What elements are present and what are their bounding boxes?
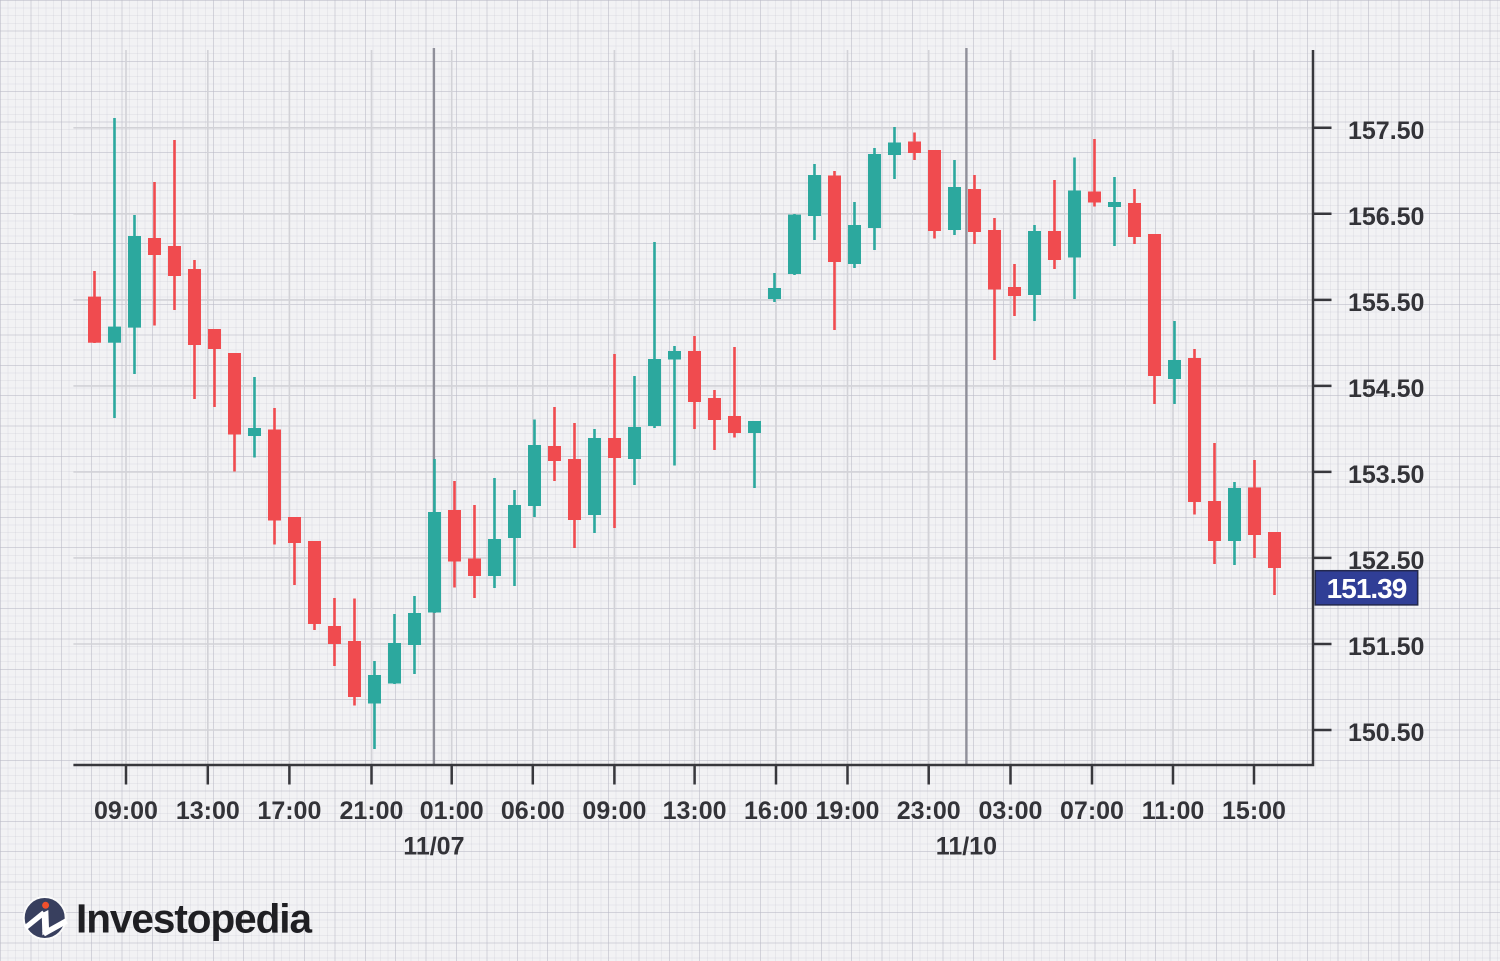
svg-text:154.50: 154.50 — [1348, 375, 1424, 403]
svg-text:11/07: 11/07 — [403, 833, 464, 861]
svg-text:19:00: 19:00 — [816, 797, 880, 825]
svg-text:03:00: 03:00 — [979, 797, 1043, 825]
svg-text:01:00: 01:00 — [420, 797, 484, 825]
svg-text:157.50: 157.50 — [1348, 117, 1424, 145]
svg-text:16:00: 16:00 — [744, 797, 808, 825]
svg-text:Investopedia: Investopedia — [76, 896, 312, 942]
svg-text:17:00: 17:00 — [257, 797, 321, 825]
svg-text:155.50: 155.50 — [1348, 289, 1424, 317]
svg-text:07:00: 07:00 — [1060, 797, 1124, 825]
svg-text:153.50: 153.50 — [1348, 461, 1424, 489]
svg-text:09:00: 09:00 — [94, 797, 158, 825]
svg-text:150.50: 150.50 — [1348, 719, 1424, 747]
svg-text:21:00: 21:00 — [340, 797, 404, 825]
svg-text:15:00: 15:00 — [1222, 797, 1286, 825]
svg-text:151.50: 151.50 — [1348, 633, 1424, 661]
svg-text:11/10: 11/10 — [936, 833, 997, 861]
svg-text:06:00: 06:00 — [501, 797, 565, 825]
svg-text:11:00: 11:00 — [1142, 797, 1205, 825]
svg-text:13:00: 13:00 — [663, 797, 727, 825]
svg-text:151.39: 151.39 — [1327, 573, 1407, 604]
svg-text:13:00: 13:00 — [176, 797, 240, 825]
svg-text:23:00: 23:00 — [897, 797, 961, 825]
svg-text:09:00: 09:00 — [582, 797, 646, 825]
svg-text:156.50: 156.50 — [1348, 203, 1424, 231]
